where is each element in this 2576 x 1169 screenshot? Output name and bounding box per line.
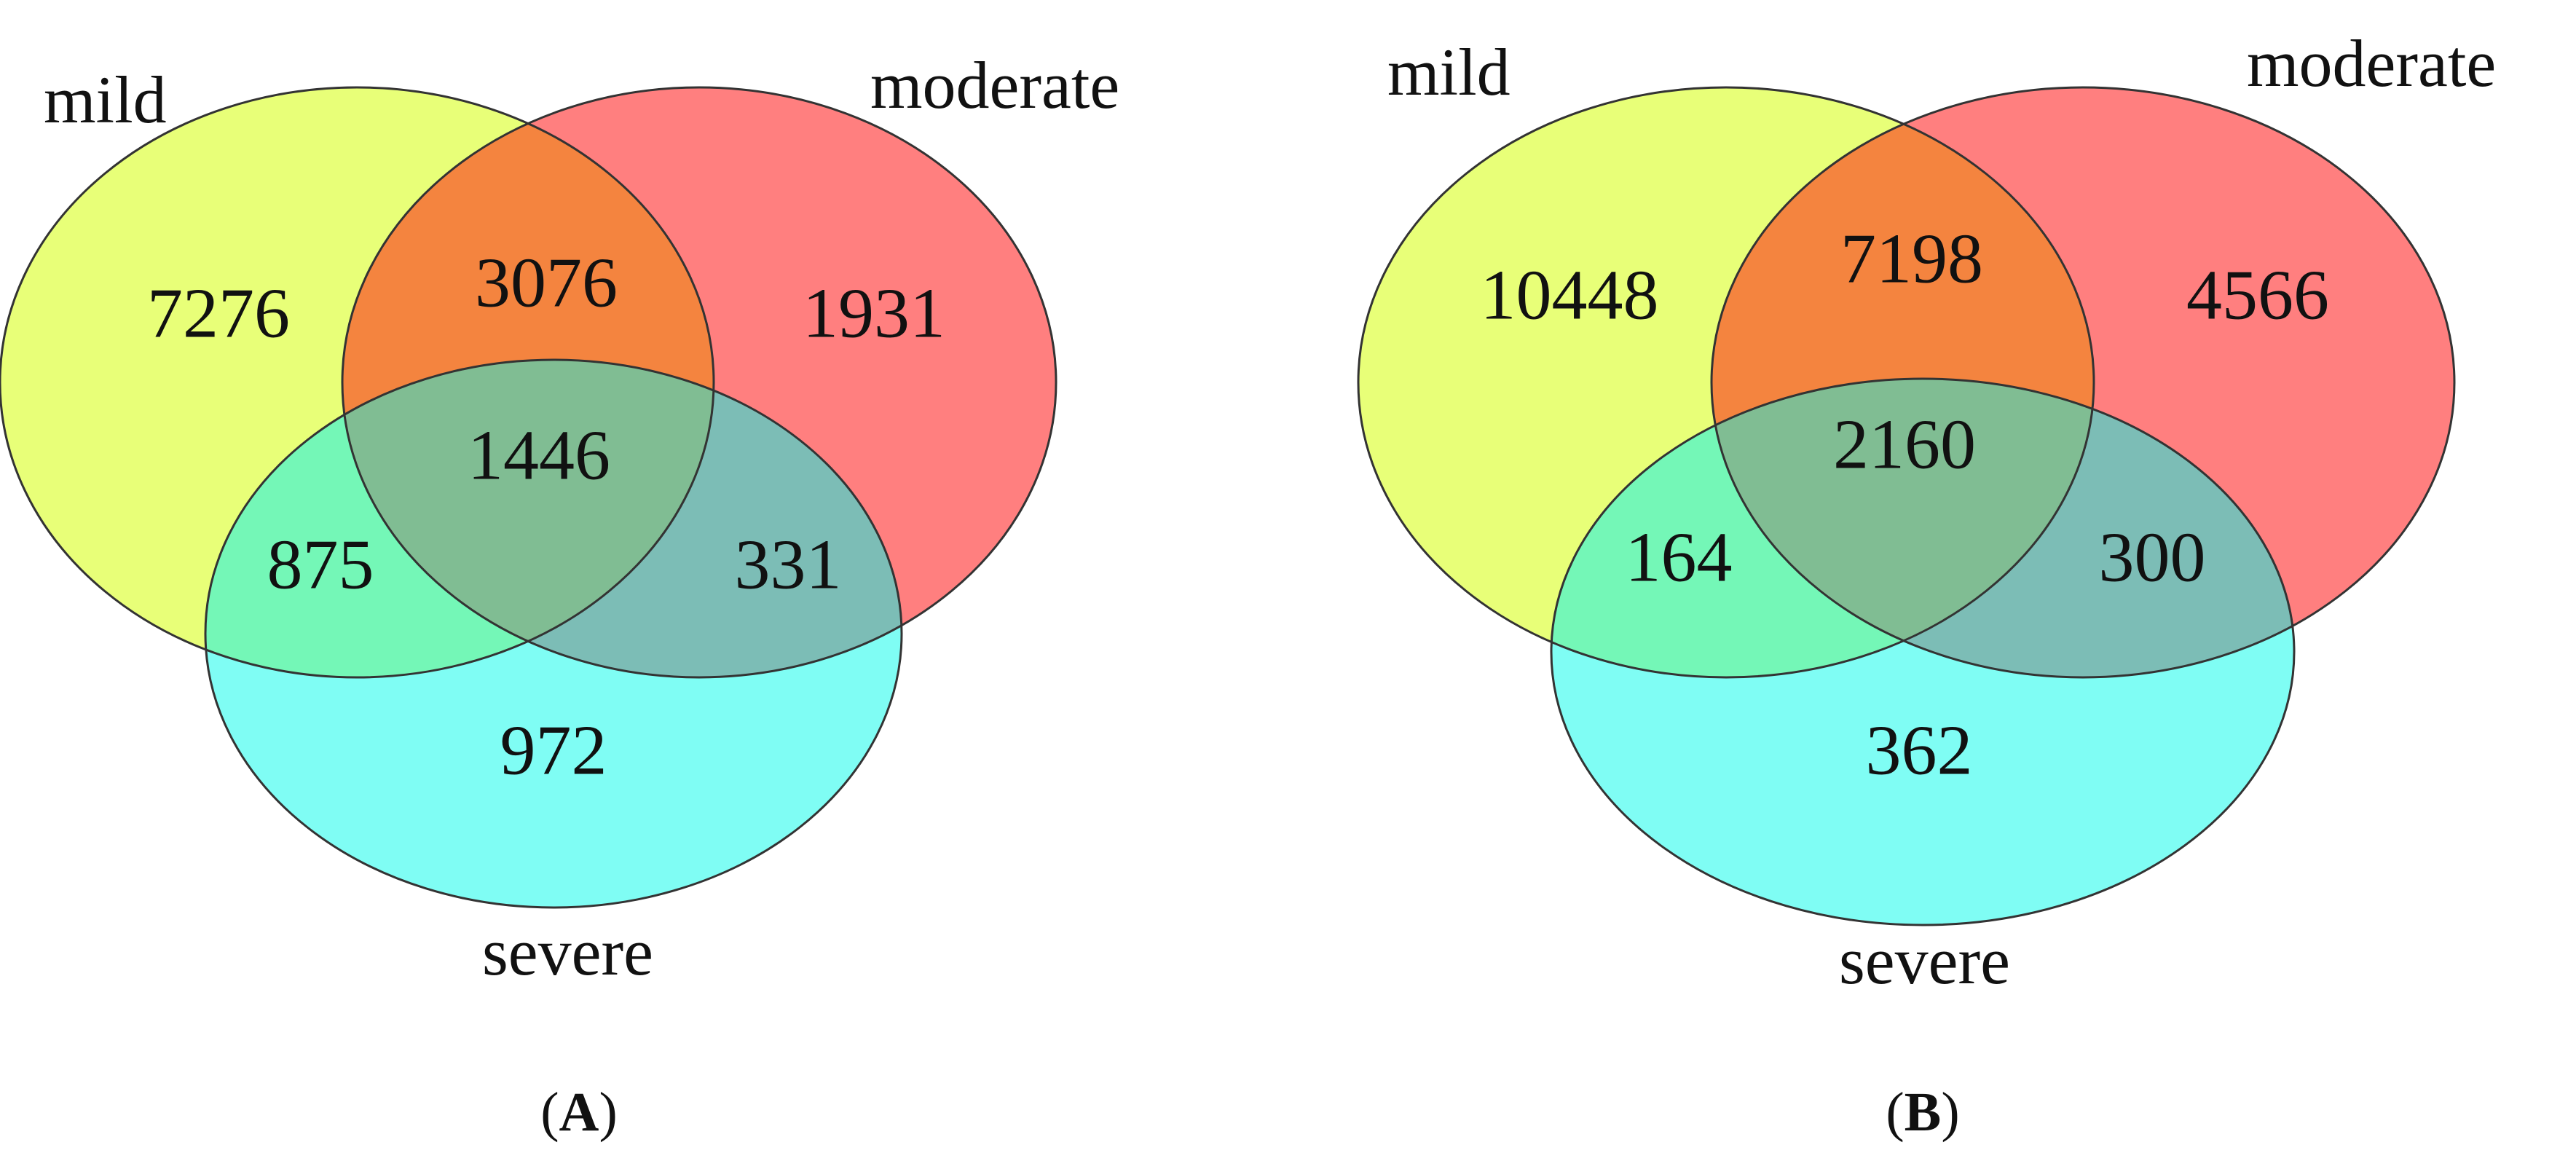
count-mild-moderate: 7198: [1840, 219, 1983, 298]
severe-outline: [204, 358, 903, 909]
count-moderate-severe: 300: [2099, 518, 2206, 597]
count-mild-severe: 164: [1626, 518, 1733, 597]
count-moderate-severe: 331: [735, 525, 842, 604]
mild-label: mild: [1387, 35, 1510, 109]
caption-close-paren: ): [1941, 1082, 1959, 1143]
moderate-label: moderate: [870, 48, 1119, 122]
caption-open-paren: (: [540, 1082, 559, 1143]
caption-close-paren: ): [599, 1082, 617, 1143]
panel-a-caption: (A): [540, 1082, 618, 1143]
caption-letter: B: [1905, 1082, 1942, 1143]
count-mild-severe: 875: [267, 525, 374, 604]
mild-label: mild: [44, 63, 167, 137]
panel-b-caption: (B): [1886, 1082, 1959, 1143]
severe-label: severe: [1839, 924, 2010, 998]
venn-panel-a: mild moderate severe 7276 3076 1931 1446…: [0, 48, 1119, 1143]
moderate-outline: [1710, 86, 2456, 679]
severe-label: severe: [482, 915, 653, 989]
count-moderate-only: 1931: [803, 274, 945, 353]
caption-letter: A: [559, 1082, 599, 1143]
count-severe-only: 972: [500, 711, 607, 790]
mild-outline: [0, 86, 715, 679]
count-all-three: 1446: [468, 416, 610, 495]
count-mild-moderate: 3076: [475, 243, 618, 322]
count-severe-only: 362: [1866, 711, 1973, 790]
moderate-label: moderate: [2247, 26, 2496, 101]
count-all-three: 2160: [1833, 405, 1976, 484]
venn-panel-b: mild moderate severe 10448 7198 4566 216…: [1357, 26, 2496, 1143]
count-mild-only: 7276: [147, 274, 290, 353]
severe-outline: [1550, 377, 2296, 926]
mild-outline: [1357, 86, 2095, 679]
count-mild-only: 10448: [1481, 256, 1659, 334]
caption-open-paren: (: [1886, 1082, 1904, 1143]
count-moderate-only: 4566: [2186, 256, 2329, 334]
moderate-outline: [341, 86, 1057, 679]
